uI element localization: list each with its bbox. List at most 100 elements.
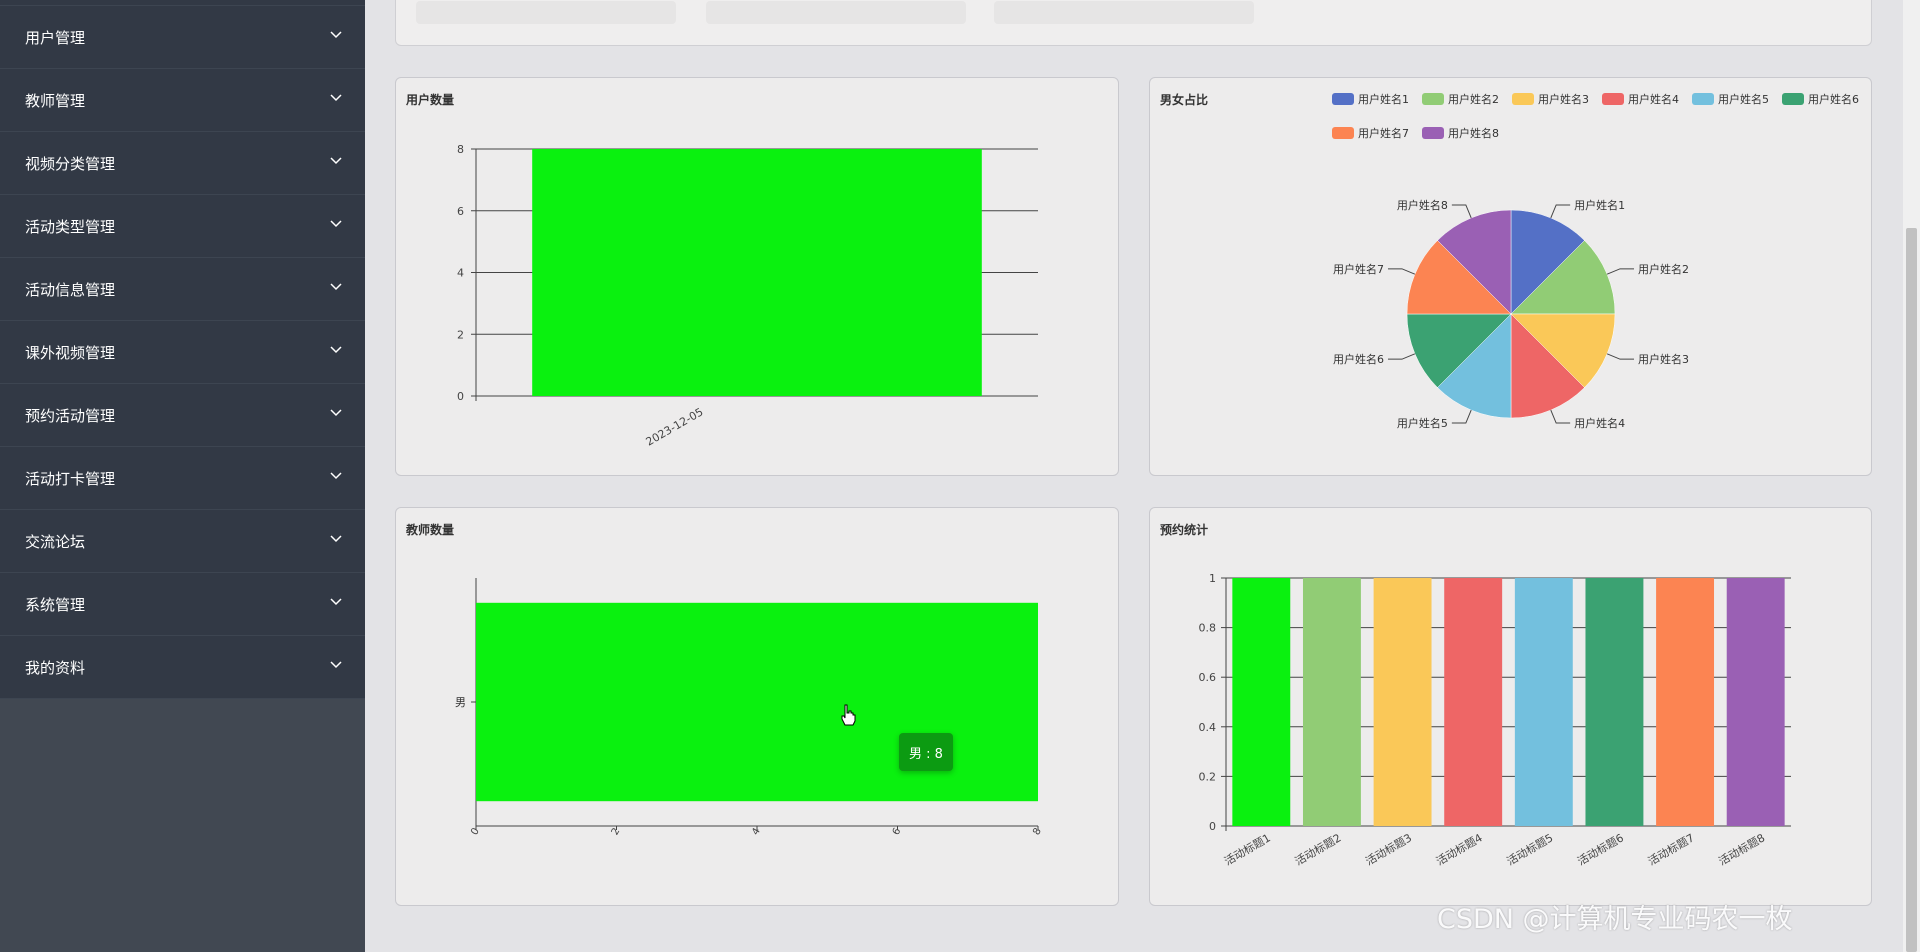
sidebar-item[interactable]: 交流论坛 [0,510,365,573]
y-tick-label: 0.8 [1199,622,1217,635]
scrollbar-thumb[interactable] [1906,228,1917,952]
legend-swatch [1782,93,1804,105]
x-tick-label: 8 [1031,826,1044,837]
x-tick-label: 0 [469,826,482,837]
pie-slice [1437,313,1512,419]
sidebar-item[interactable]: 我的资料 [0,636,365,699]
sidebar-menu: 用户管理教师管理视频分类管理 活动类型管理 活动信息管理 课外视频管理 预约活动管理 活动… [0,0,365,699]
sidebar-item-label: 活动类型管理 [25,217,116,236]
legend-swatch [1422,93,1444,105]
sidebar-item-label: 课外视频管理 [25,343,116,362]
y-tick-label: 0.4 [1199,721,1217,734]
y-tick-label: 6 [457,205,464,218]
sidebar-item-label: 交流论坛 [25,532,86,551]
x-tick-label: 活动标题3 [1363,830,1414,868]
gender-ratio-title: 男女占比 [1160,93,1209,107]
sidebar-item[interactable]: 用户管理 [0,6,365,69]
teacher-count-title: 教师数量 [406,523,455,537]
legend-label: 用户姓名4 [1628,92,1679,106]
sidebar-item-label: 系统管理 [25,595,86,614]
sidebar-item[interactable]: 预约活动管理 [0,384,365,447]
legend-label: 用户姓名8 [1448,126,1499,140]
x-tick-label: 活动标题4 [1434,830,1485,868]
sidebar-item-label: 活动打卡管理 [25,469,116,488]
chevron-down-icon [330,661,342,669]
bar [1726,578,1785,826]
legend-label: 用户姓名3 [1538,92,1589,106]
bar [1585,578,1644,826]
chevron-down-icon [330,283,342,291]
sidebar-item-label: 教师管理 [25,91,86,110]
x-tick-label: 活动标题1 [1222,830,1273,868]
label-line [1550,204,1571,219]
slice-label: 用户姓名7 [1333,262,1384,276]
sidebar-item[interactable]: 活动打卡管理 [0,447,365,510]
label-line [1451,409,1472,424]
bar [532,149,982,396]
sidebar: 用户管理教师管理视频分类管理 活动类型管理 活动信息管理 课外视频管理 预约活动管理 活动… [0,0,365,952]
legend-label: 用户姓名1 [1358,92,1409,106]
sidebar-item-label: 我的资料 [25,658,86,677]
sidebar-item[interactable]: 系统管理 [0,573,365,636]
x-tick-label: 4 [750,826,763,837]
x-tick-label: 活动标题6 [1575,830,1626,868]
x-tick-label: 2023-12-05 [644,405,706,448]
y-tick-label: 0.6 [1199,671,1217,684]
teacher-count-panel: 教师数量 0 2 4 6 8 男 男 : 8 [395,507,1119,906]
y-tick-label: 1 [1209,572,1216,585]
sidebar-item[interactable]: 视频分类管理 [0,132,365,195]
sidebar-item[interactable]: 活动类型管理 [0,195,365,258]
label-line [1606,353,1635,360]
user-count-chart: 0 2 4 6 8 2023-12-05 [457,143,1038,449]
pie-slice [1406,240,1512,315]
chevron-down-icon [330,598,342,606]
sidebar-item-label: 预约活动管理 [25,406,116,425]
sidebar-item[interactable]: 活动信息管理 [0,258,365,321]
page-scrollbar[interactable] [1903,0,1920,952]
top-panel [395,0,1872,46]
y-tick-label: 4 [457,267,464,280]
y-tick-label: 0 [1209,820,1216,833]
chevron-down-icon [330,535,342,543]
sidebar-item-label: 视频分类管理 [25,154,116,173]
legend-swatch [1692,93,1714,105]
chevron-down-icon [330,157,342,165]
legend-swatch [1332,93,1354,105]
bar [1656,578,1715,826]
legend-label: 用户姓名7 [1358,126,1409,140]
y-tick-label: 0.2 [1199,770,1217,783]
y-tick-label: 0 [457,390,464,403]
bar [1373,578,1432,826]
top-panel-card [994,1,1254,24]
pie-slice [1510,313,1585,419]
sidebar-item[interactable]: 教师管理 [0,69,365,132]
x-tick-label: 2 [610,826,623,837]
legend-label: 用户姓名2 [1448,92,1499,106]
bar [1514,578,1573,826]
main-content: 用户数量 0 2 4 6 8 2023-12-05 男女占比 用户姓名1 用户姓名2 用户姓名… [365,0,1903,952]
slice-label: 用户姓名5 [1397,416,1448,430]
y-tick-label: 8 [457,143,464,156]
legend-label: 用户姓名6 [1808,92,1859,106]
y-tick-label: 男 [455,696,466,709]
pie-slice [1510,240,1616,315]
gender-ratio-panel: 男女占比 用户姓名1 用户姓名2 用户姓名3 用户姓名4 用户姓名5 用户姓名6 用户姓名7… [1149,77,1872,476]
label-line [1451,204,1472,219]
sidebar-item-label: 用户管理 [25,28,86,47]
sidebar-item[interactable]: 课外视频管理 [0,321,365,384]
chevron-down-icon [330,346,342,354]
label-line [1387,268,1416,275]
bar [1302,578,1361,826]
bar [476,602,1038,802]
bar [1232,578,1291,826]
x-tick-label: 活动标题2 [1292,830,1343,868]
chevron-down-icon [330,472,342,480]
slice-label: 用户姓名6 [1333,352,1384,366]
slice-label: 用户姓名3 [1638,352,1689,366]
sidebar-item-label: 活动信息管理 [25,280,116,299]
pie-slice [1406,313,1512,388]
label-line [1606,268,1635,275]
label-line [1550,409,1571,424]
slice-label: 用户姓名2 [1638,262,1689,276]
y-tick-label: 2 [457,328,464,341]
